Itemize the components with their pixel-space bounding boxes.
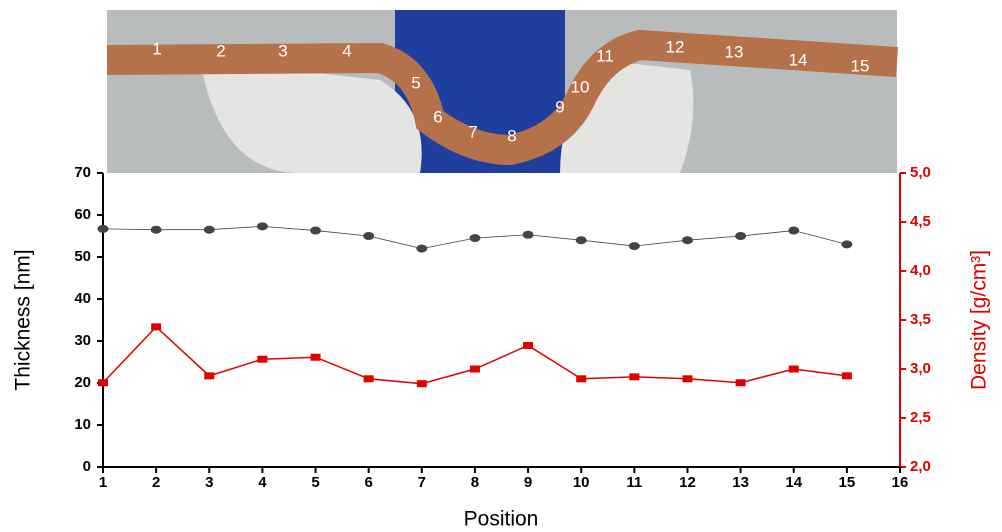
glove-left [200,60,422,173]
y2-tick-label: 2,0 [910,458,931,475]
point [469,365,480,373]
point [628,242,640,251]
y2-axis-title: Density [g/cm³] [968,250,991,390]
x-tick-label: 11 [626,474,642,491]
point [469,234,481,243]
point [150,225,162,234]
x-tick-label: 9 [524,474,532,491]
y-tick-label: 50 [74,248,91,265]
point [97,224,109,233]
y-tick-label: 60 [74,206,91,223]
point [682,375,693,383]
x-tick-label: 2 [152,474,160,491]
y-tick-label: 70 [74,164,91,181]
photo-label: 5 [411,73,420,92]
point [788,226,800,235]
point [575,236,587,245]
x-tick-label: 15 [839,474,856,491]
point [416,244,428,253]
point [310,226,322,235]
x-tick-label: 8 [471,474,479,491]
point [363,232,375,240]
point [681,236,693,245]
copper-strip [106,29,898,166]
photo-label: 4 [342,41,351,60]
photo-label: 9 [555,97,564,116]
point [257,355,268,363]
y-tick-label: 20 [74,374,91,391]
series-line [102,325,847,385]
photo-label: 6 [433,107,442,126]
point [841,372,852,380]
y-axis-title: Thickness [nm] [12,249,35,390]
point [788,365,799,373]
point [204,372,215,380]
point [523,341,534,349]
photo-label: 1 [152,39,161,58]
x-tick-label: 1 [99,474,107,491]
point [735,379,746,387]
y2-tick-label: 4,5 [910,213,931,230]
x-tick-label: 14 [785,474,802,491]
x-tick-label: 13 [732,474,749,491]
y-tick-label: 30 [74,332,91,349]
x-tick-label: 5 [311,474,319,491]
photo-label: 15 [851,56,870,75]
point [310,353,321,361]
photo [106,10,898,173]
photo-label: 12 [666,37,685,56]
point [841,240,853,249]
point [363,375,374,383]
photo-label: 8 [507,126,516,145]
x-tick-label: 7 [418,474,426,491]
x-tick-label: 6 [364,474,372,491]
y2-tick-label: 3,0 [910,360,931,377]
y-tick-label: 10 [74,416,91,433]
x-tick-label: 3 [205,474,213,491]
point [416,380,427,388]
y2-tick-label: 3,5 [910,311,931,328]
point [151,323,162,331]
point [735,232,747,240]
y-tick-label: 40 [74,290,91,307]
y2-tick-label: 4,0 [910,262,931,279]
y-tick-label: 0 [83,458,91,475]
point [629,373,640,381]
x-tick-label: 10 [573,474,590,491]
point [522,230,534,239]
point [256,222,268,231]
photo-label: 11 [596,46,614,65]
x-tick-label: 12 [679,474,696,491]
y2-tick-label: 5,0 [910,164,931,181]
point [203,225,215,234]
photo-label: 10 [571,77,590,96]
y2-tick-label: 2,5 [910,409,931,426]
photo-label: 13 [725,42,744,61]
point [98,379,108,387]
point [576,375,587,383]
photo-label: 14 [789,50,808,69]
x-tick-label: 16 [892,474,909,491]
x-axis-title: Position [464,508,539,531]
photo-label: 3 [278,41,287,60]
photo-label: 2 [216,41,225,60]
photo-label: 7 [468,122,477,141]
x-tick-label: 4 [258,474,267,491]
